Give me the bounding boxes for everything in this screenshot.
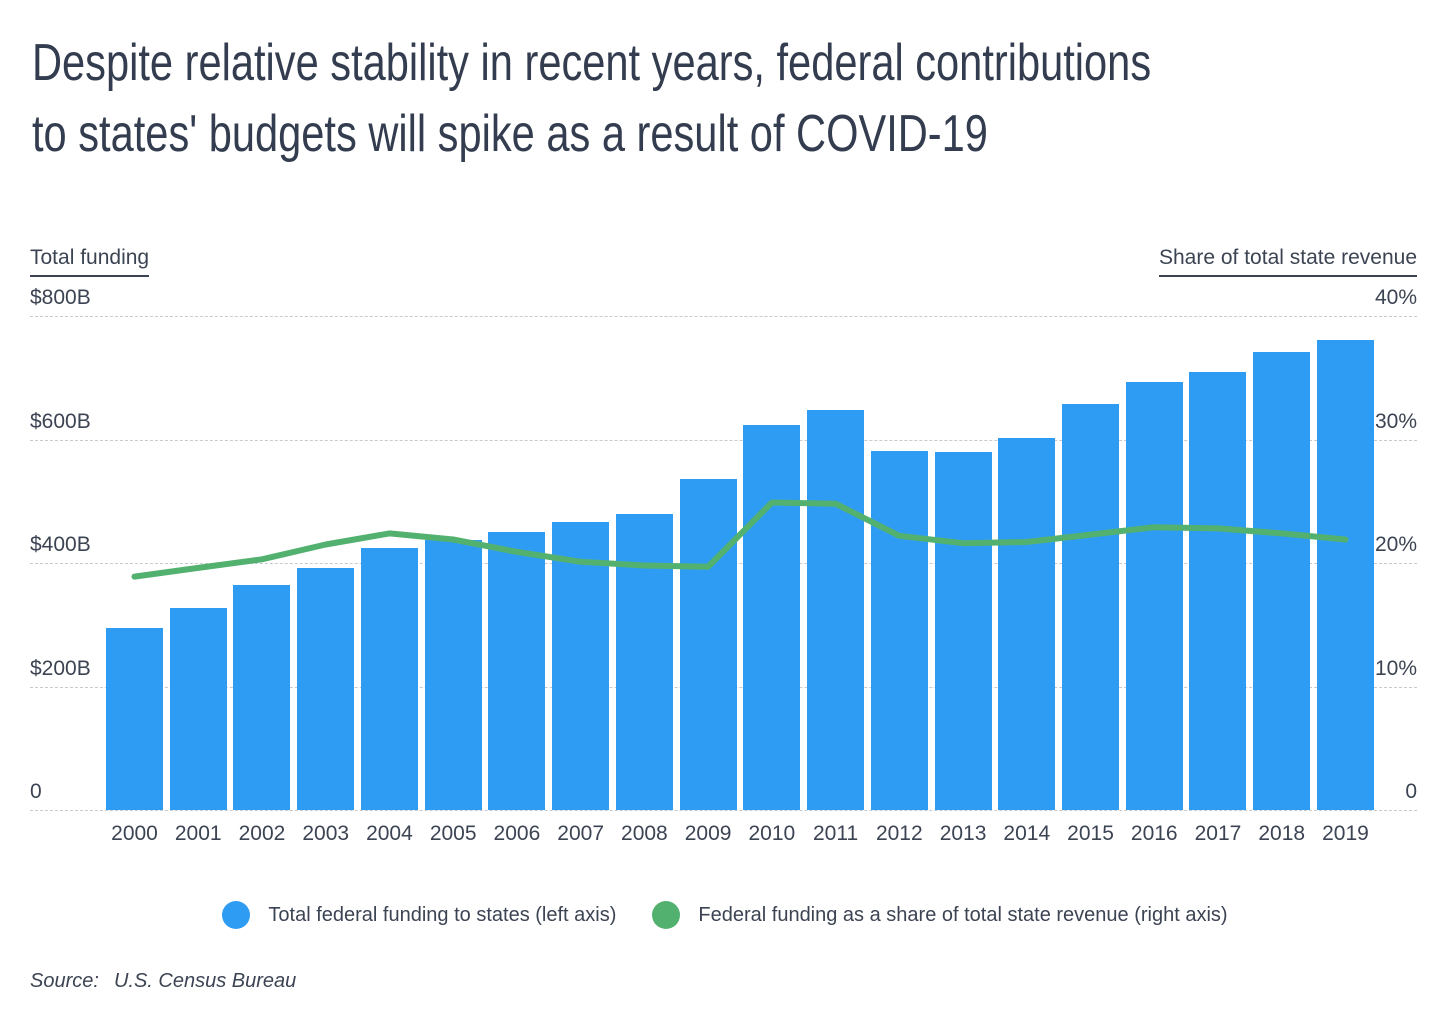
bar-2002 [233, 585, 291, 810]
x-axis-label-2003: 2003 [302, 822, 350, 845]
legend: Total federal funding to states (left ax… [0, 901, 1450, 929]
bar-2016 [1125, 382, 1183, 810]
right-axis-tick: 30% [1374, 409, 1417, 433]
left-axis-tick: $800B [30, 286, 91, 309]
x-axis-label-2011: 2011 [812, 822, 859, 845]
bar-2008 [615, 514, 673, 810]
x-axis-label-2012: 2012 [875, 822, 923, 845]
bar-series [106, 316, 1374, 810]
bar-2003 [297, 567, 355, 810]
bar-2001 [169, 608, 227, 810]
chart-title-line1: Despite relative stability in recent yea… [32, 34, 1152, 92]
right-axis-tick: 0 [1405, 780, 1417, 803]
right-axis-tick: 20% [1374, 533, 1417, 556]
x-axis-label-2019: 2019 [1322, 822, 1369, 845]
x-axis-label-2009: 2009 [684, 822, 732, 845]
gridline-0: $800B 40% [30, 286, 1417, 317]
legend-item-1: Federal funding as a share of total stat… [652, 901, 1228, 929]
x-axis-label-2016: 2016 [1130, 822, 1178, 845]
bar-2006 [488, 531, 546, 810]
chart-title: Despite relative stability in recent yea… [32, 28, 1151, 170]
bar-2000 [106, 627, 163, 810]
bar-2013 [934, 451, 992, 810]
bar-2012 [870, 451, 928, 810]
bar-2010 [743, 424, 801, 810]
bar-2011 [807, 409, 865, 810]
bar-2017 [1189, 371, 1247, 810]
right-axis-tick: 40% [1374, 286, 1417, 309]
bar-2007 [552, 521, 610, 810]
bar-2014 [998, 437, 1056, 810]
left-axis-header: Total funding [30, 246, 150, 277]
right-axis-tick: 10% [1374, 656, 1417, 680]
legend-dot-icon [222, 901, 251, 929]
bar-2009 [679, 479, 737, 810]
legend-label: Total federal funding to states (left ax… [268, 903, 617, 926]
left-axis-tick: $200B [30, 656, 91, 680]
chart-title-line2: to states' budgets will spike as a resul… [32, 105, 988, 163]
bar-2015 [1062, 404, 1120, 810]
x-axis-label-2008: 2008 [621, 822, 668, 845]
bar-2018 [1253, 351, 1311, 810]
x-axis-label-2006: 2006 [493, 822, 541, 845]
left-axis-tick: 0 [30, 780, 42, 803]
plot-area: 0 0 $200B 10% $400B 20% $600B 30% $800B 40% [30, 286, 1417, 811]
x-axis-label-2013: 2013 [939, 822, 987, 845]
source-note: Source: U.S. Census Bureau [30, 970, 296, 993]
x-axis-label-2017: 2017 [1194, 822, 1242, 845]
x-axis-label-2010: 2010 [748, 822, 796, 845]
x-axis-label-2015: 2015 [1067, 822, 1114, 845]
legend-label: Federal funding as a share of total stat… [698, 903, 1228, 926]
x-axis-label-2018: 2018 [1258, 822, 1306, 845]
bar-2004 [360, 548, 418, 810]
x-axis-label-2005: 2005 [429, 822, 477, 845]
gridline-1: $600B 30% [30, 410, 1417, 441]
x-axis-label-2001: 2001 [174, 822, 222, 845]
bar-2019 [1316, 340, 1374, 810]
x-axis-labels: 2000 2001 2002 2003 2004 2005 2006 2007 2008 2009… [106, 822, 1374, 846]
bar-2005 [424, 540, 482, 810]
right-axis-header: Share of total state revenue [1159, 246, 1417, 277]
source-label: Source: [30, 970, 99, 992]
left-axis-tick: $400B [30, 533, 91, 556]
x-axis-label-2014: 2014 [1003, 822, 1051, 845]
x-axis-label-2007: 2007 [557, 822, 604, 845]
x-axis-label-2002: 2002 [238, 822, 286, 845]
x-axis-label-2004: 2004 [366, 822, 413, 845]
legend-item-0: Total federal funding to states (left ax… [222, 901, 616, 929]
legend-dot-icon [652, 901, 681, 929]
x-axis-label-2000: 2000 [111, 822, 158, 845]
source-text: U.S. Census Bureau [113, 970, 297, 992]
left-axis-tick: $600B [30, 409, 91, 433]
